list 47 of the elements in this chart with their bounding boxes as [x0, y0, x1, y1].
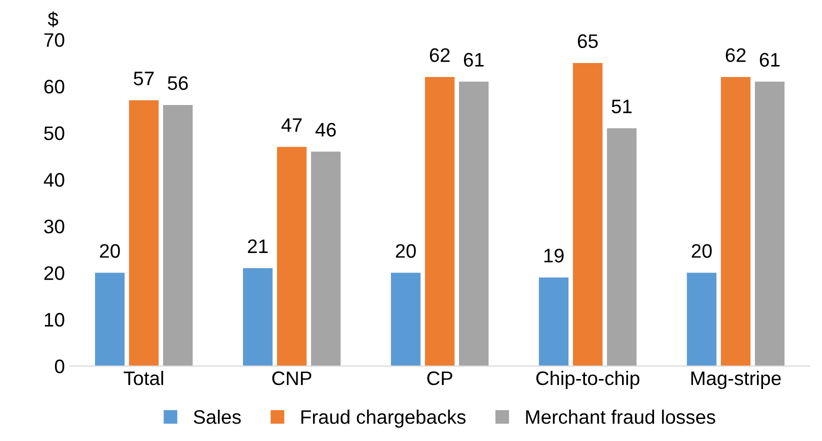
y-tick-label: 60	[44, 80, 64, 94]
data-label: 20	[396, 244, 416, 258]
legend-label: Sales	[194, 410, 241, 424]
bar	[95, 272, 125, 366]
data-label: 62	[726, 48, 746, 62]
data-label: 62	[430, 48, 450, 62]
data-label: 20	[100, 244, 120, 258]
bar	[242, 268, 273, 366]
data-label: 51	[612, 100, 632, 114]
bar	[424, 76, 455, 366]
bar	[129, 100, 159, 366]
x-tick-label: Total	[124, 370, 164, 386]
y-tick-label: 20	[44, 266, 64, 280]
y-axis-title: $	[48, 11, 58, 28]
bar	[686, 272, 716, 366]
bar	[459, 82, 489, 366]
y-tick-label: 10	[44, 312, 64, 327]
data-label: 61	[760, 52, 780, 67]
bar	[311, 152, 341, 366]
y-tick-label: 0	[54, 360, 64, 374]
bar	[572, 63, 603, 366]
x-tick-label: CNP	[272, 371, 312, 386]
bar	[277, 146, 307, 366]
bar	[538, 277, 568, 366]
data-label: 19	[544, 248, 564, 262]
data-label: 61	[464, 52, 484, 67]
data-label: 65	[578, 34, 598, 48]
legend-label: Merchant fraud losses	[526, 410, 716, 424]
y-tick-label: 40	[44, 173, 64, 187]
bar	[163, 104, 193, 366]
y-tick-label: 50	[44, 126, 64, 140]
y-tick-label: 70	[44, 33, 64, 47]
x-tick-label: Mag-stripe	[691, 370, 781, 390]
bar	[390, 272, 421, 366]
data-label: 20	[692, 244, 712, 258]
data-label: 57	[134, 72, 154, 86]
data-label: 47	[281, 118, 302, 132]
data-label: 46	[315, 122, 336, 137]
bar	[754, 82, 785, 366]
data-label: 21	[248, 239, 268, 253]
bar	[720, 76, 750, 366]
x-tick-label: Chip-to-chip	[536, 370, 640, 390]
x-tick-label: CP	[427, 371, 452, 386]
bar	[606, 128, 637, 366]
legend-label: Fraud chargebacks	[301, 410, 466, 428]
data-label: 56	[168, 76, 188, 90]
y-tick-label: 30	[44, 220, 64, 234]
